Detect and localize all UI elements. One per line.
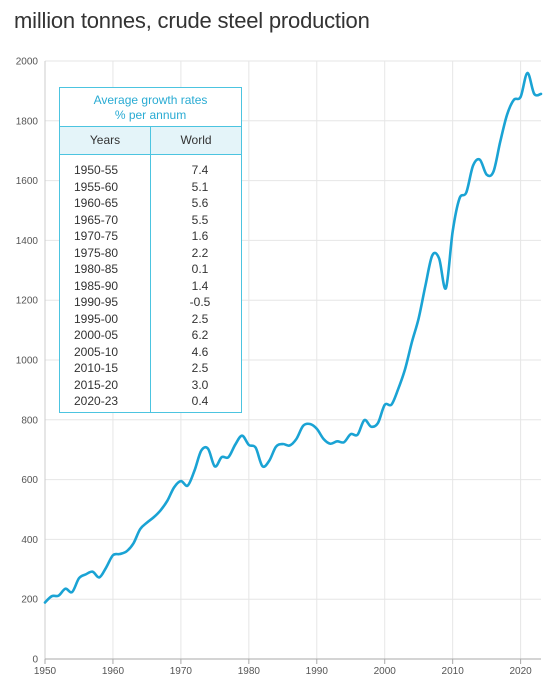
y-tick-label: 800 [21,415,38,426]
x-tick-label: 1950 [34,666,57,677]
y-tick-label: 1800 [16,116,39,127]
table-cell-world: 1.6 [191,229,209,243]
table-cell-world: 7.4 [191,163,209,177]
y-tick-label: 1200 [16,296,39,307]
table-cell-years: 2020-23 [74,394,119,408]
table-cell-world: 2.2 [191,245,209,260]
table-caption-line2: % per annum [114,108,187,122]
y-tick-label: 1400 [16,236,39,247]
table-cell-world: 4.6 [191,344,209,359]
table-cell-years: 1950-55 [74,163,119,177]
table-column-world: 7.4 5.1 5.6 5.5 1.6 2.2 0.1 1.4 -0.5 2.5 6.2 4.6 2.5… [151,155,241,412]
table-cell-years: 2015-20 [74,377,119,392]
table-header: Years World [60,127,241,155]
x-tick-label: 2020 [509,666,532,677]
x-tick-label: 2010 [442,666,465,677]
table-cell-years: 2000-05 [74,328,119,342]
table-column-years: 1950-55 1955-60 1960-65 1965-70 1970-75 1975-… [60,155,151,412]
table-cell-world: 5.6 [191,196,209,210]
x-tick-label: 1990 [306,666,329,677]
table-cell-world: 0.4 [191,394,209,408]
x-tick-label: 1970 [170,666,193,677]
x-axis-ticks: 1950 1960 1970 1980 1990 2000 2010 2020 [34,666,532,677]
table-cell-world: 0.1 [191,262,209,276]
table-header-years: Years [60,127,151,154]
axes [44,61,541,664]
table-cell-world: 3.0 [191,377,209,392]
table-cell-years: 2005-10 [74,344,119,359]
y-tick-label: 2000 [16,57,39,68]
table-cell-world: 5.5 [191,212,209,227]
y-tick-label: 0 [32,655,38,666]
table-cell-world: 2.5 [191,311,209,326]
table-header-world: World [180,133,212,147]
table-cell-years: 1955-60 [74,179,119,194]
chart-title: million tonnes, crude steel production [14,8,370,33]
table-body: 1950-55 1955-60 1960-65 1965-70 1970-75 1975-… [60,155,241,412]
table-caption: Average growth rates % per annum [60,88,241,127]
table-cell-years: 1975-80 [74,245,119,260]
table-caption-line1: Average growth rates [93,93,208,107]
y-tick-label: 200 [21,595,38,606]
series-group [43,71,543,604]
table-cell-years: 1985-90 [74,278,119,293]
y-tick-label: 1000 [16,356,39,367]
x-tick-label: 1960 [102,666,125,677]
table-cell-years: 1995-00 [74,311,119,326]
table-cell-years: 1990-95 [74,295,119,309]
table-cell-world: -0.5 [189,295,211,309]
table-cell-world: 6.2 [191,328,209,342]
y-tick-label: 400 [21,535,38,546]
y-tick-label: 600 [21,475,38,486]
growth-rates-table: Average growth rates % per annum Years W… [59,87,242,413]
table-cell-years: 1960-65 [74,196,119,210]
x-tick-label: 2000 [374,666,397,677]
table-cell-world: 1.4 [191,278,209,293]
table-cell-world: 5.1 [191,179,209,194]
table-cell-years: 1980-85 [74,262,119,276]
table-cell-years: 1965-70 [74,212,119,227]
y-axis-ticks: 0 200 400 600 800 1000 1200 1400 1600 1800 2000 [16,57,39,666]
y-tick-label: 1600 [16,176,39,187]
series-line [43,71,543,604]
table-cell-world: 2.5 [191,361,209,375]
table-cell-years: 1970-75 [74,229,119,243]
x-tick-label: 1980 [238,666,261,677]
table-cell-years: 2010-15 [74,361,119,375]
